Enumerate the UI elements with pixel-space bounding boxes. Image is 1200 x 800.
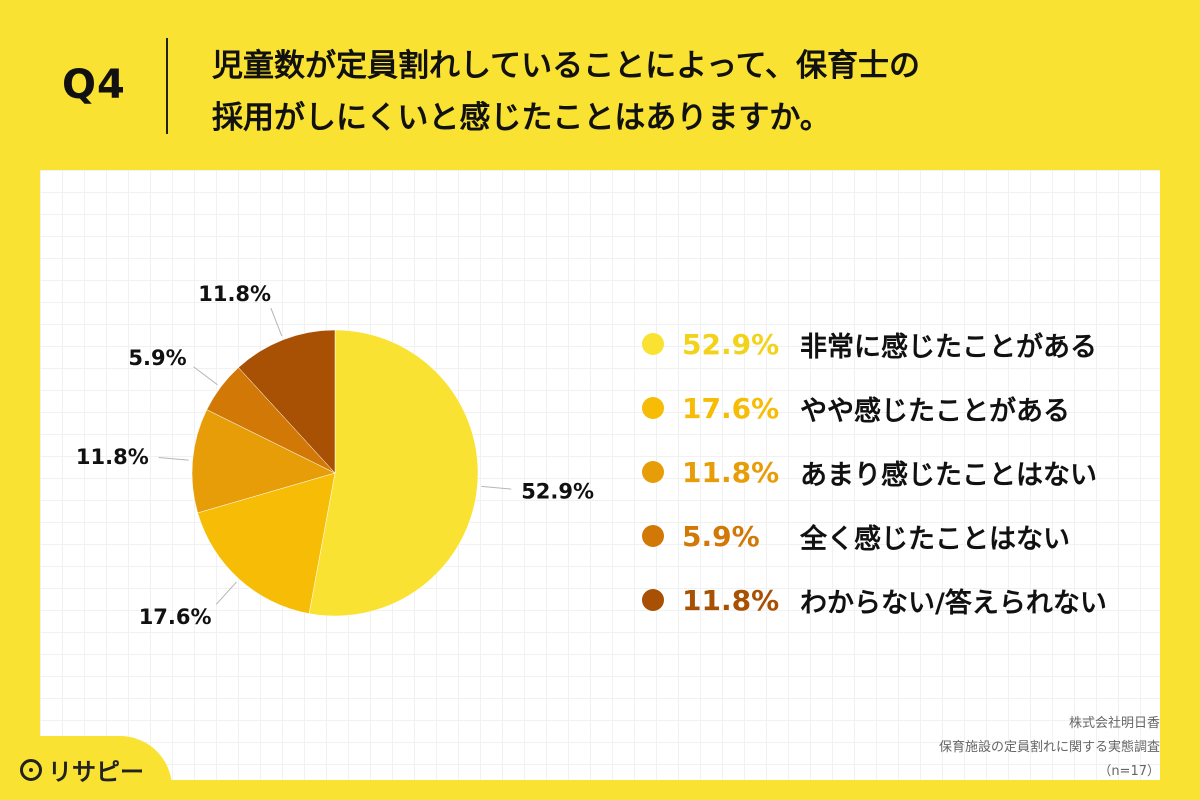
logo-pin-icon bbox=[20, 758, 42, 781]
source-note: 株式会社明日香 保育施設の定員割れに関する実態調査 （n=17） bbox=[939, 712, 1160, 784]
legend-item: 52.9% 非常に感じたことがある bbox=[642, 312, 1157, 376]
legend-label: 全く感じたことはない bbox=[800, 523, 1070, 555]
legend-label: 非常に感じたことがある bbox=[800, 331, 1097, 363]
slice-label: 11.8% bbox=[76, 445, 149, 469]
slice-label: 52.9% bbox=[521, 480, 594, 504]
legend-label: やや感じたことがある bbox=[800, 395, 1070, 427]
slice-label: 11.8% bbox=[198, 282, 271, 306]
legend-dot-icon bbox=[642, 397, 664, 419]
leader-line bbox=[215, 581, 237, 605]
legend-percent: 11.8% bbox=[682, 583, 780, 617]
question-title-line-2: 採用がしにくいと感じたことはありますか。 bbox=[212, 100, 831, 136]
slice-label: 17.6% bbox=[139, 605, 212, 629]
pie-chart: 52.9% 17.6% 11.8% 5.9% 11.8% bbox=[76, 282, 594, 629]
leader-line bbox=[481, 485, 512, 490]
source-survey: 保育施設の定員割れに関する実態調査 bbox=[938, 740, 1160, 755]
chart-legend: 52.9% 非常に感じたことがある 17.6% やや感じたことがある 11.8%… bbox=[642, 312, 1157, 632]
legend-dot-icon bbox=[642, 333, 664, 355]
legend-percent: 5.9% bbox=[682, 519, 760, 553]
pie-slice bbox=[308, 329, 479, 617]
legend-dot-icon bbox=[642, 589, 664, 611]
pie-slice bbox=[191, 409, 336, 514]
legend-percent: 52.9% bbox=[682, 327, 780, 361]
legend-item: 11.8% あまり感じたことはない bbox=[642, 440, 1157, 504]
header-divider bbox=[166, 38, 168, 134]
question-title: 児童数が定員割れしていることによって、保育士の 採用がしにくいと感じたことはあり… bbox=[212, 40, 1162, 144]
pie-slice bbox=[238, 329, 336, 474]
legend-percent: 11.8% bbox=[682, 455, 780, 489]
chart-panel: 52.9% 17.6% 11.8% 5.9% 11.8% 52.9% 非常に感じたことが… bbox=[40, 170, 1160, 780]
legend-percent: 17.6% bbox=[682, 391, 780, 425]
source-company: 株式会社明日香 bbox=[1068, 716, 1160, 731]
legend-label: わからない/答えられない bbox=[800, 587, 1107, 619]
slice-label: 5.9% bbox=[128, 346, 186, 370]
leader-line bbox=[193, 366, 218, 386]
leader-line bbox=[270, 307, 283, 337]
source-sample-size: （n=17） bbox=[1098, 764, 1160, 779]
question-title-line-1: 児童数が定員割れしていることによって、保育士の bbox=[212, 48, 921, 84]
legend-item: 17.6% やや感じたことがある bbox=[642, 376, 1157, 440]
brand-logo: リサピー bbox=[20, 752, 144, 787]
legend-dot-icon bbox=[642, 461, 664, 483]
legend-item: 5.9% 全く感じたことはない bbox=[642, 504, 1157, 568]
pie-slice bbox=[197, 472, 336, 614]
question-label: Q4 bbox=[62, 62, 126, 108]
legend-dot-icon bbox=[642, 525, 664, 547]
legend-label: あまり感じたことはない bbox=[800, 459, 1097, 491]
legend-item: 11.8% わからない/答えられない bbox=[642, 568, 1157, 632]
logo-text: リサピー bbox=[48, 758, 144, 786]
leader-line bbox=[158, 456, 189, 461]
